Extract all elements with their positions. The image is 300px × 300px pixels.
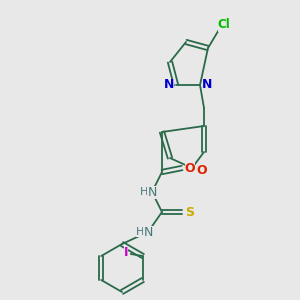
Text: N: N: [143, 226, 153, 238]
Text: O: O: [185, 161, 195, 175]
Text: O: O: [197, 164, 207, 176]
Text: S: S: [185, 206, 194, 218]
Text: Cl: Cl: [218, 19, 230, 32]
Text: H: H: [140, 187, 148, 197]
Text: N: N: [202, 79, 212, 92]
Text: H: H: [136, 227, 144, 237]
Text: N: N: [164, 79, 174, 92]
Text: I: I: [124, 245, 128, 259]
Text: N: N: [147, 185, 157, 199]
